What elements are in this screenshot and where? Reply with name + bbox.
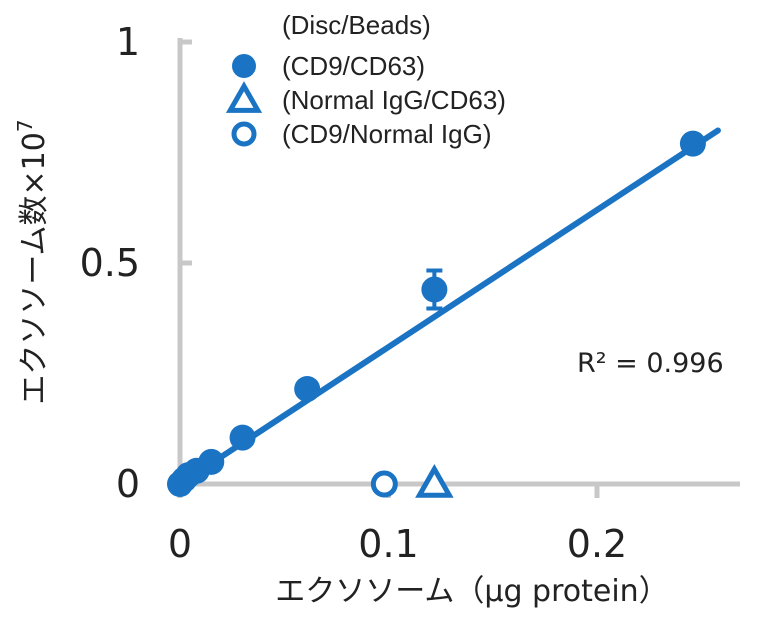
x-tick-label-2: 0.2: [567, 522, 627, 566]
y-axis-title: エクソソーム数×107: [13, 119, 52, 404]
y-tick-label-2: 1: [116, 20, 140, 64]
x-tick-label-1: 0.1: [358, 522, 418, 566]
y-axis-title-main: エクソソーム数×10: [17, 132, 52, 404]
legend-items: (CD9/CD63) (Normal IgG/CD63) (CD9/Normal I…: [225, 51, 506, 149]
y-tick-label-1: 0.5: [80, 241, 140, 285]
data-point-0-6: [294, 375, 321, 402]
legend-marker-2: [231, 121, 257, 147]
tick-labels: 0 0.5 1 0 0.1 0.2: [80, 20, 628, 566]
legend: (Disc/Beads) (CD9/CD63) (Normal IgG/CD63)…: [225, 10, 506, 149]
legend-label-1: (Normal IgG/CD63): [282, 85, 506, 115]
data-point-0-7: [421, 276, 448, 303]
legend-marker-1: [225, 81, 263, 113]
legend-label-0: (CD9/CD63): [282, 51, 425, 81]
r-squared-annotation: R² = 0.996: [577, 348, 724, 379]
y-axis-title-superscript: 7: [13, 119, 37, 132]
data-point-0-5: [229, 424, 256, 451]
y-tick-label-0: 0: [116, 462, 140, 506]
fit-line: [177, 127, 721, 487]
y-axis-title-group: エクソソーム数×107: [13, 119, 52, 404]
data-point-1-0: [415, 464, 454, 498]
legend-label-2: (CD9/Normal IgG): [282, 119, 491, 149]
x-axis-title: エクソソーム（μg protein）: [275, 574, 668, 609]
data-point-2-0: [370, 470, 398, 498]
data-marks: [167, 130, 706, 498]
legend-title: (Disc/Beads): [282, 10, 431, 40]
x-tick-label-0: 0: [168, 522, 192, 566]
fit-line-group: [177, 127, 721, 487]
data-point-0-4: [198, 448, 225, 475]
legend-marker-0: [232, 54, 256, 78]
data-point-0-8: [679, 130, 706, 157]
